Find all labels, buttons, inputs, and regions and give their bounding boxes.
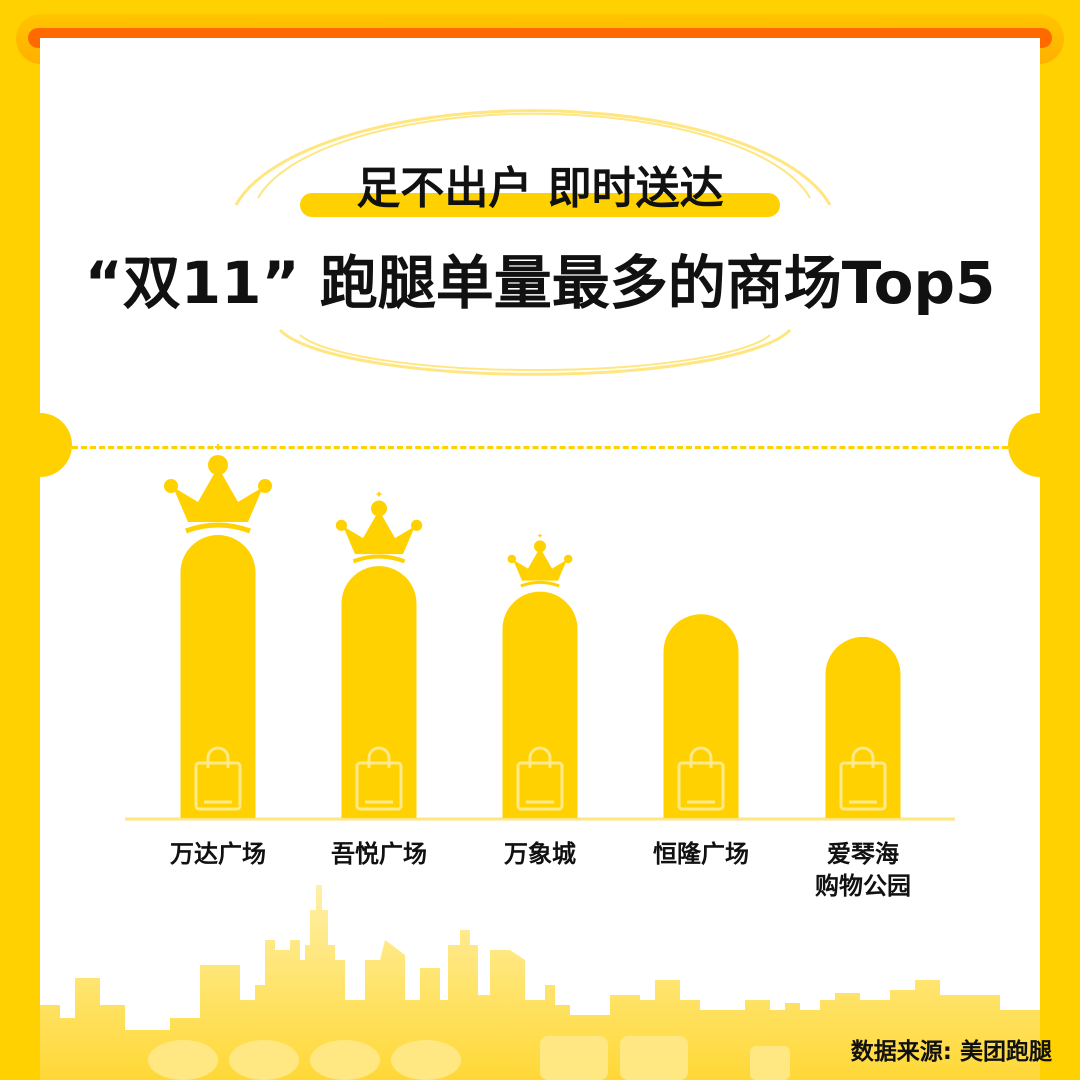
- category-label: 爱琴海 购物公园: [783, 838, 943, 902]
- category-label-line: 吾悦广场: [331, 840, 427, 868]
- category-label-line: 万达广场: [170, 840, 266, 868]
- left-notch: [8, 413, 72, 477]
- category-label: 万象城: [460, 838, 620, 870]
- crown-icon: [164, 444, 272, 534]
- category-label-line: 万象城: [504, 840, 576, 868]
- crown-icon: [507, 533, 573, 588]
- subtitle: 足不出户 即时送达: [356, 163, 724, 214]
- bar-4: [663, 614, 739, 818]
- dashed-divider: [72, 446, 1008, 449]
- right-notch: [1008, 413, 1072, 477]
- subtitle-highlight: [300, 193, 780, 217]
- shopping-bag-icon: [194, 746, 242, 811]
- category-label: 吾悦广场: [299, 838, 459, 870]
- category-label-line: 恒隆广场: [653, 840, 749, 868]
- shopping-bag-icon: [839, 746, 887, 811]
- category-label-line: 购物公园: [815, 872, 911, 900]
- category-label: 恒隆广场: [621, 838, 781, 870]
- bar-2: [341, 566, 417, 818]
- crown-icon: [335, 491, 423, 564]
- data-source: 数据来源: 美团跑腿: [850, 1039, 1052, 1065]
- bar-3: [502, 591, 578, 818]
- shopping-bag-icon: [516, 746, 564, 811]
- bar-1: [180, 535, 256, 818]
- page-title: “双11” 跑腿单量最多的商场Top5: [84, 249, 996, 317]
- category-label-line: 爱琴海: [827, 840, 899, 868]
- category-label: 万达广场: [138, 838, 298, 870]
- bar-5: [825, 636, 901, 818]
- shopping-bag-icon: [355, 746, 403, 811]
- shopping-bag-icon: [677, 746, 725, 811]
